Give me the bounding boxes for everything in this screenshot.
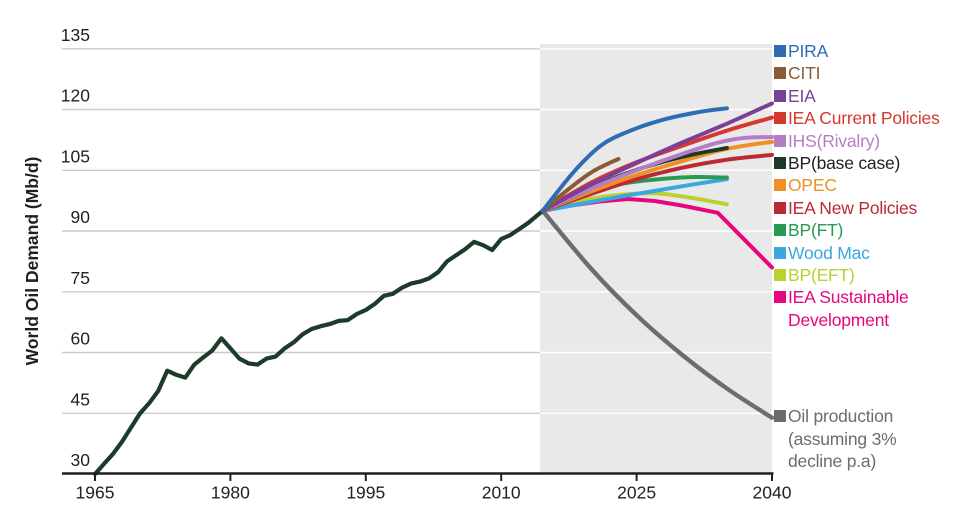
legend-item-opec: OPEC (774, 174, 955, 196)
legend-label-pira: PIRA (788, 40, 828, 62)
legend-label-line: EIA (788, 85, 816, 106)
forecast-band (540, 44, 772, 474)
y-tick-label-135: 135 (61, 25, 90, 45)
series-line-wood-mac (540, 177, 729, 213)
legend-marker-ihs-rivalry (774, 134, 786, 147)
legend-marker-oil-production (774, 410, 786, 423)
series-line-ihs-rivalry (540, 135, 774, 213)
legend-marker-opec (774, 179, 786, 192)
x-tick-label-2025: 2025 (617, 483, 656, 503)
series-line-opec (540, 139, 774, 213)
legend-label-iea-sustainable-development: IEA Sustainable Development (788, 286, 909, 331)
series-line-citi (540, 156, 621, 213)
legend-item-iea-new-policies: IEA New Policies (774, 197, 955, 219)
legend-marker-bp-eft (774, 269, 786, 282)
legend-item-ihs-rivalry: IHS(Rivalry) (774, 130, 955, 152)
legend-item-oil-production: Oil production (assuming 3% decline p.a) (774, 405, 955, 472)
legend-label-line: Oil production (788, 406, 894, 427)
legend-label-eia: EIA (788, 85, 816, 107)
legend-label-line: BP(FT) (788, 220, 844, 241)
legend-label-bp-ft: BP(FT) (788, 219, 843, 241)
x-tick-label-1995: 1995 (346, 483, 385, 503)
legend-label-oil-production: Oil production (assuming 3% decline p.a) (788, 405, 897, 472)
legend-label-line: IEA Current Policies (788, 108, 940, 129)
series-line-eia (540, 101, 774, 213)
legend-label-wood-mac: Wood Mac (788, 242, 870, 264)
legend-label-ihs-rivalry: IHS(Rivalry) (788, 130, 880, 152)
x-axis (62, 472, 774, 481)
legend-item-bp-base-case: BP(base case) (774, 152, 955, 174)
legend-label-line: BP(EFT) (788, 265, 855, 286)
legend-label-bp-eft: BP(EFT) (788, 264, 855, 286)
legend-item-iea-sustainable-development: IEA Sustainable Development (774, 286, 955, 331)
legend-marker-eia (774, 89, 786, 102)
y-tick-label-105: 105 (61, 146, 90, 166)
legend-marker-pira (774, 45, 786, 57)
legend-label-line: PIRA (788, 41, 829, 61)
legend-label-line: IEA New Policies (788, 197, 918, 218)
x-tick-label-1965: 1965 (76, 483, 115, 503)
y-tick-label-90: 90 (71, 207, 91, 227)
legend-item-bp-eft: BP(EFT) (774, 264, 955, 286)
y-tick-label-45: 45 (71, 389, 90, 409)
legend-label-line: IHS(Rivalry) (788, 130, 880, 151)
legend-label-opec: OPEC (788, 174, 837, 196)
legend-marker-citi (774, 67, 786, 80)
legend-label-line: BP(base case) (788, 153, 901, 174)
legend-marker-wood-mac (774, 246, 786, 259)
series-line-pira (540, 106, 729, 213)
y-tick-label-75: 75 (71, 268, 90, 288)
series-line-oil-production (540, 208, 775, 420)
legend-label-line: CITI (788, 63, 821, 84)
series-lines (92, 101, 775, 477)
legend-marker-iea-new-policies (774, 201, 786, 214)
legend-label-line: decline p.a) (788, 451, 877, 472)
legend-item-bp-ft: BP(FT) (774, 219, 955, 241)
y-tick-label-60: 60 (71, 329, 91, 349)
legend-label-line: (assuming 3% (788, 428, 897, 449)
legend-marker-iea-sustainable-development (774, 291, 786, 304)
legend-label-citi: CITI (788, 62, 820, 84)
legend-item-iea-current-policies: IEA Current Policies (774, 107, 955, 129)
y-axis-title: World Oil Demand (Mb/d) (22, 157, 42, 366)
x-tick-label-2010: 2010 (482, 483, 521, 503)
tick-labels: 30 45 60 75 90 105 120 135 1965 1980 1995 2010 2025 2… (61, 25, 792, 503)
legend-label-line: OPEC (788, 175, 837, 196)
legend-item-wood-mac: Wood Mac (774, 242, 955, 264)
legend-marker-iea-current-policies (774, 112, 786, 125)
legend-item-citi: CITI (774, 62, 955, 84)
y-tick-label-120: 120 (61, 86, 90, 106)
legend-item-eia: EIA (774, 85, 955, 107)
series-line-history (92, 208, 545, 477)
legend: PIRA CITI EIA IEA Current Policies IHS(Rival… (774, 40, 955, 473)
legend-item-pira: PIRA (774, 40, 955, 62)
legend-marker-bp-base-case (774, 157, 786, 170)
legend-label-iea-new-policies: IEA New Policies (788, 197, 917, 219)
legend-marker-bp-ft (774, 224, 786, 237)
legend-label-line: IEA Sustainable (788, 287, 909, 308)
x-tick-label-2040: 2040 (753, 483, 792, 503)
legend-label-line: Wood Mac (788, 242, 870, 263)
x-tick-label-1980: 1980 (211, 483, 250, 503)
series-line-iea-new-policies (540, 152, 774, 213)
legend-label-line: Development (788, 309, 889, 330)
legend-label-bp-base-case: BP(base case) (788, 152, 900, 174)
legend-label-iea-current-policies: IEA Current Policies (788, 107, 940, 129)
y-tick-label-30: 30 (71, 450, 91, 470)
